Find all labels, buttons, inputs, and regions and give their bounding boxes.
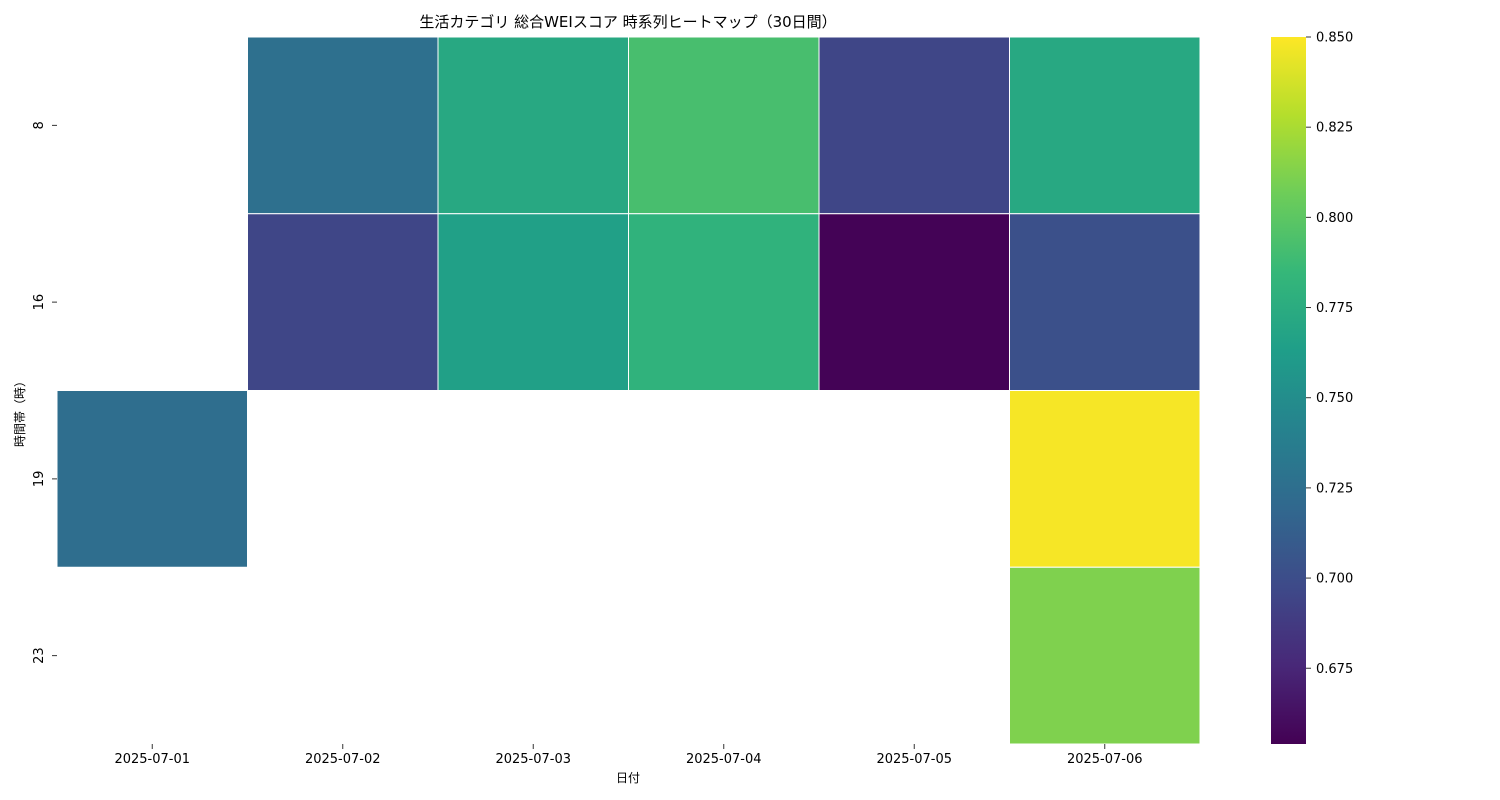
chart-title: 生活カテゴリ 総合WEIスコア 時系列ヒートマップ（30日間） [419, 13, 836, 31]
colorbar-gradient [1271, 37, 1306, 744]
y-axis-label: 時間帯（時） [13, 375, 27, 447]
colorbar-tick-label: 0.800 [1316, 211, 1353, 226]
heatmap-cell [1009, 213, 1201, 391]
heatmap-cells [56, 36, 1201, 745]
colorbar: 0.675 0.700 0.725 0.750 0.775 0.800 0.825 0.850 [1271, 31, 1353, 744]
colorbar-tick-label: 0.725 [1316, 481, 1353, 496]
colorbar-tick-label: 0.775 [1316, 301, 1353, 316]
heatmap-cell [247, 213, 439, 391]
heatmap-cell [437, 213, 629, 391]
y-tick-label: 16 [32, 294, 47, 311]
colorbar-tick-label: 0.850 [1316, 31, 1353, 46]
y-tick-label: 23 [32, 647, 47, 664]
x-tick-label: 2025-07-04 [686, 752, 762, 767]
heatmap-cell [1009, 36, 1201, 215]
heatmap-cell [1009, 390, 1201, 568]
heatmap-cell [818, 213, 1010, 391]
colorbar-tick-label: 0.700 [1316, 572, 1353, 587]
x-tick-label: 2025-07-05 [876, 752, 952, 767]
x-axis-label: 日付 [616, 771, 640, 785]
colorbar-tick-label: 0.675 [1316, 662, 1353, 677]
x-tick-label: 2025-07-01 [114, 752, 190, 767]
y-tick-label: 8 [32, 121, 47, 129]
x-tick-label: 2025-07-03 [495, 752, 571, 767]
x-axis-ticks: 2025-07-01 2025-07-02 2025-07-03 2025-07-04… [114, 744, 1143, 767]
heatmap-cell [818, 36, 1010, 215]
heatmap-cell [628, 36, 820, 215]
x-tick-label: 2025-07-02 [305, 752, 381, 767]
heatmap-cell [628, 213, 820, 391]
colorbar-tick-label: 0.825 [1316, 121, 1353, 136]
heatmap-cell [247, 36, 439, 215]
heatmap-cell [56, 390, 248, 568]
y-tick-label: 19 [32, 471, 47, 488]
x-tick-label: 2025-07-06 [1067, 752, 1143, 767]
y-axis-ticks: 8 16 19 23 [32, 121, 57, 664]
colorbar-ticks: 0.675 0.700 0.725 0.750 0.775 0.800 0.825 0.850 [1306, 31, 1353, 677]
heatmap-cell [1009, 566, 1201, 745]
heatmap-cell [437, 36, 629, 215]
colorbar-tick-label: 0.750 [1316, 391, 1353, 406]
